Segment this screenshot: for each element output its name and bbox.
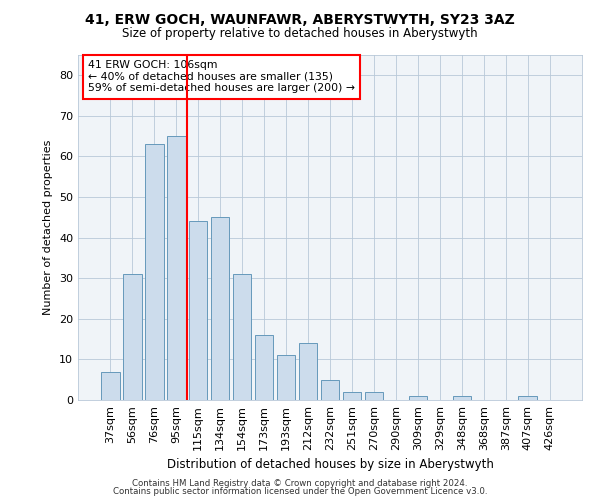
Y-axis label: Number of detached properties: Number of detached properties [43, 140, 53, 315]
Bar [189, 222, 208, 400]
Bar [299, 343, 317, 400]
Bar [123, 274, 142, 400]
Text: 41, ERW GOCH, WAUNFAWR, ABERYSTWYTH, SY23 3AZ: 41, ERW GOCH, WAUNFAWR, ABERYSTWYTH, SY2… [85, 12, 515, 26]
Bar [211, 218, 229, 400]
Bar [101, 372, 119, 400]
Bar [343, 392, 361, 400]
Bar [320, 380, 340, 400]
Bar [167, 136, 185, 400]
Bar [255, 335, 274, 400]
Bar [518, 396, 537, 400]
Bar [365, 392, 383, 400]
Bar [452, 396, 471, 400]
Text: Contains public sector information licensed under the Open Government Licence v3: Contains public sector information licen… [113, 487, 487, 496]
Text: Size of property relative to detached houses in Aberystwyth: Size of property relative to detached ho… [122, 28, 478, 40]
Bar [409, 396, 427, 400]
Text: Contains HM Land Registry data © Crown copyright and database right 2024.: Contains HM Land Registry data © Crown c… [132, 478, 468, 488]
Bar [233, 274, 251, 400]
Text: 41 ERW GOCH: 106sqm
← 40% of detached houses are smaller (135)
59% of semi-detac: 41 ERW GOCH: 106sqm ← 40% of detached ho… [88, 60, 355, 94]
X-axis label: Distribution of detached houses by size in Aberystwyth: Distribution of detached houses by size … [167, 458, 493, 471]
Bar [145, 144, 164, 400]
Bar [277, 356, 295, 400]
